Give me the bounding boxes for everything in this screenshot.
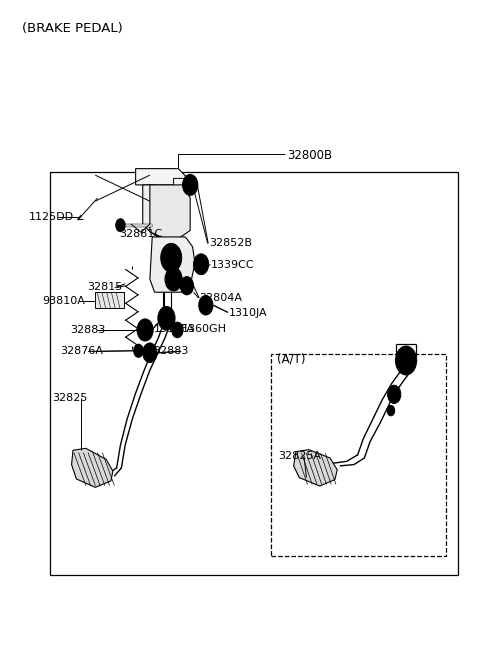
- Circle shape: [184, 282, 190, 289]
- Circle shape: [134, 344, 143, 358]
- Text: 1310JA: 1310JA: [228, 308, 267, 318]
- Text: 32881C: 32881C: [119, 229, 162, 239]
- Circle shape: [146, 348, 154, 358]
- Circle shape: [172, 322, 183, 338]
- Text: 1339CC: 1339CC: [211, 260, 254, 270]
- Text: 1311FA: 1311FA: [154, 324, 195, 335]
- Text: 32876A: 32876A: [60, 346, 103, 356]
- Polygon shape: [174, 178, 192, 193]
- Text: 93810A: 93810A: [42, 296, 85, 306]
- Text: (BRAKE PEDAL): (BRAKE PEDAL): [22, 22, 122, 35]
- Circle shape: [396, 346, 417, 375]
- Circle shape: [203, 300, 209, 310]
- Text: 1360GH: 1360GH: [182, 324, 227, 335]
- Text: 32815: 32815: [87, 282, 122, 292]
- Text: 32852B: 32852B: [209, 238, 252, 249]
- Polygon shape: [150, 185, 190, 240]
- Circle shape: [180, 277, 193, 295]
- Circle shape: [137, 319, 153, 341]
- Polygon shape: [72, 448, 113, 487]
- Polygon shape: [143, 185, 169, 238]
- Circle shape: [161, 243, 181, 272]
- Text: 32825A: 32825A: [278, 451, 321, 461]
- Circle shape: [387, 405, 395, 416]
- Circle shape: [199, 295, 213, 315]
- Circle shape: [141, 324, 149, 336]
- Text: 32883: 32883: [70, 325, 106, 335]
- Text: 32883: 32883: [154, 346, 189, 356]
- Circle shape: [116, 218, 125, 232]
- Text: 1125DD: 1125DD: [29, 213, 74, 222]
- Circle shape: [158, 306, 175, 330]
- Circle shape: [165, 268, 182, 291]
- Circle shape: [197, 259, 205, 270]
- Bar: [96, 292, 124, 308]
- Circle shape: [143, 343, 157, 363]
- Bar: [271, 354, 446, 556]
- Text: 32800B: 32800B: [288, 149, 333, 162]
- Text: 32825: 32825: [53, 392, 88, 403]
- Polygon shape: [294, 449, 337, 486]
- Circle shape: [166, 250, 177, 266]
- Text: (A/T): (A/T): [277, 353, 305, 366]
- Circle shape: [162, 312, 171, 325]
- Polygon shape: [150, 237, 195, 292]
- Bar: [50, 172, 458, 575]
- Circle shape: [193, 254, 209, 275]
- Circle shape: [175, 326, 180, 334]
- Text: 32804A: 32804A: [200, 293, 243, 303]
- Circle shape: [182, 174, 198, 195]
- Polygon shape: [136, 169, 188, 185]
- Circle shape: [387, 385, 401, 403]
